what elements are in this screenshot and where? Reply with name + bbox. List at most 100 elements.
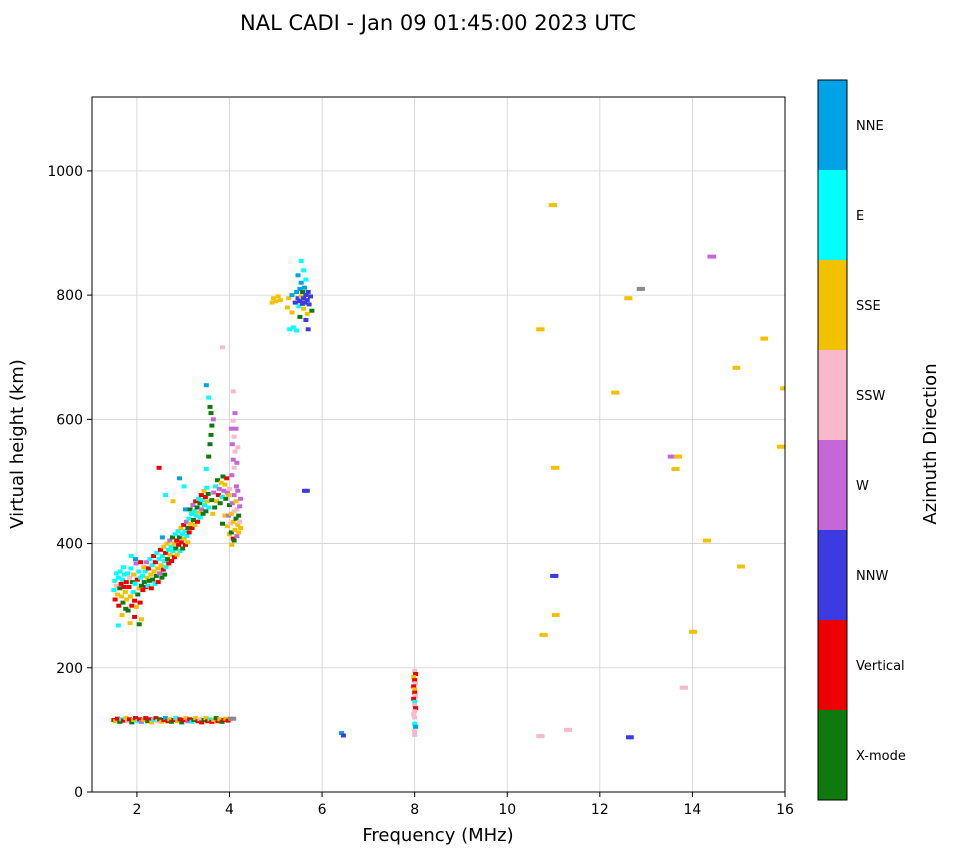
data-point [412, 715, 418, 720]
colorbar-title: Azimuth Direction [920, 363, 941, 524]
data-point [412, 668, 418, 673]
data-point [171, 555, 177, 560]
data-point [229, 501, 235, 506]
data-point [159, 575, 165, 580]
data-point [134, 577, 140, 582]
data-point [554, 613, 560, 617]
data-point [297, 286, 303, 291]
data-point [674, 454, 680, 459]
data-point [149, 563, 155, 568]
data-point [536, 734, 542, 739]
data-point [295, 273, 301, 278]
data-point [301, 268, 307, 273]
data-point [233, 499, 239, 504]
data-point [567, 727, 573, 732]
data-point [301, 306, 307, 311]
y-tick-label: 600 [56, 412, 83, 428]
data-point [145, 583, 151, 588]
data-point [155, 566, 161, 571]
data-point [120, 600, 126, 605]
data-point [161, 544, 167, 549]
data-point [295, 296, 301, 301]
data-point [231, 716, 237, 721]
data-point [233, 426, 239, 431]
data-point [294, 290, 300, 294]
data-point [182, 529, 188, 534]
y-tick-label: 200 [56, 661, 83, 677]
data-point [173, 546, 179, 551]
data-point [226, 493, 232, 498]
data-point [215, 478, 220, 483]
data-point [131, 572, 137, 577]
data-point [213, 716, 219, 721]
data-point [192, 522, 198, 527]
data-point [129, 720, 135, 725]
data-point [170, 535, 175, 540]
data-point [224, 476, 230, 481]
data-point [180, 546, 186, 551]
data-point [231, 493, 237, 498]
data-point [162, 572, 168, 577]
data-point [146, 578, 152, 583]
data-point [238, 496, 244, 501]
data-point [412, 690, 418, 695]
x-axis-ticks: 2 4 6 8 10 12 14 16 [132, 792, 794, 818]
data-point [168, 544, 174, 549]
data-point [732, 365, 738, 370]
data-point [165, 557, 170, 562]
x-axis-label: Frequency (MHz) [362, 825, 513, 846]
data-point [413, 693, 419, 698]
data-point [201, 488, 207, 493]
data-point [340, 733, 346, 738]
data-point [236, 530, 242, 535]
data-point [151, 569, 157, 574]
data-point [195, 519, 200, 524]
data-point [169, 559, 175, 563]
data-point [127, 594, 133, 599]
data-point [156, 465, 162, 470]
data-point [203, 716, 209, 721]
data-point [236, 513, 242, 518]
data-point [304, 298, 310, 303]
data-point [170, 499, 176, 504]
data-point [197, 717, 203, 722]
data-point [144, 560, 150, 565]
data-point [227, 486, 232, 491]
data-point [214, 499, 219, 504]
data-point [411, 712, 417, 717]
data-point [130, 590, 136, 594]
data-point [763, 336, 769, 341]
data-point [235, 488, 241, 493]
colorbar-segment-x-mode [818, 710, 847, 801]
data-point [181, 484, 187, 489]
data-point [412, 687, 418, 692]
data-point [176, 542, 182, 547]
data-point [133, 604, 139, 609]
data-point [132, 614, 138, 619]
data-point [135, 592, 141, 597]
data-point [218, 480, 224, 485]
data-point [552, 613, 557, 617]
data-point [119, 594, 125, 599]
data-point [162, 559, 168, 563]
data-point [203, 383, 209, 388]
data-point [113, 719, 119, 724]
data-point [117, 569, 123, 574]
data-point [413, 724, 419, 729]
data-point [212, 505, 218, 510]
data-point [542, 632, 548, 637]
data-point [154, 550, 160, 555]
data-point [112, 597, 118, 602]
data-point [111, 588, 117, 593]
data-point [296, 304, 302, 309]
data-point [298, 259, 304, 263]
data-point [234, 507, 240, 512]
data-point [203, 467, 209, 471]
data-point [227, 521, 233, 526]
data-point [158, 547, 163, 552]
data-point [411, 684, 417, 689]
data-point [564, 727, 569, 732]
y-tick-label: 1000 [47, 164, 83, 180]
data-point [152, 581, 158, 586]
data-point [167, 552, 173, 557]
